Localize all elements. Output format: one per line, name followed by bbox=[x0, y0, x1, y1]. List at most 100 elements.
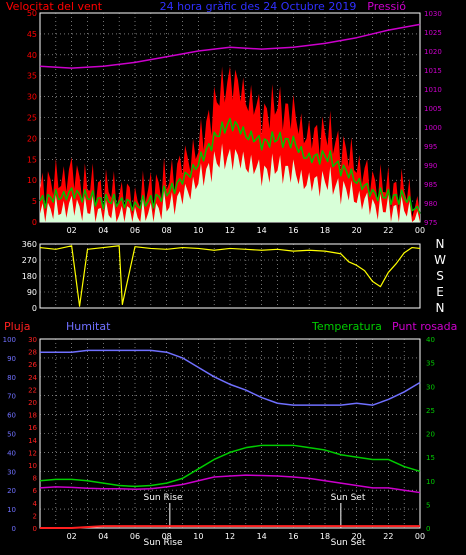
wind-x-tick-08: 08 bbox=[162, 226, 172, 235]
humidity-y-tick-60: 60 bbox=[7, 412, 16, 420]
rain-y-tick-24: 24 bbox=[28, 374, 37, 382]
temp-y-tick-20: 20 bbox=[426, 431, 435, 439]
rain-y-tick-30: 30 bbox=[28, 336, 37, 344]
compass-n-bottom: N bbox=[436, 301, 445, 315]
dir-y-tick-180: 180 bbox=[22, 272, 37, 281]
series-punt-rosada bbox=[39, 474, 421, 494]
temp-y-tick-30: 30 bbox=[426, 383, 435, 391]
humidity-y-tick-40: 40 bbox=[7, 449, 16, 457]
wind-y-tick-5: 5 bbox=[32, 197, 37, 206]
pressure-y-tick-1015: 1015 bbox=[424, 67, 442, 75]
pressure-y-tick-1020: 1020 bbox=[424, 48, 442, 56]
sun-rise-bottom-label: Sun Rise bbox=[144, 538, 183, 548]
wind-y-tick-30: 30 bbox=[27, 93, 37, 102]
wind-y-tick-25: 25 bbox=[27, 114, 37, 123]
rain-y-tick-10: 10 bbox=[28, 462, 37, 470]
compass-n-top: N bbox=[436, 237, 445, 251]
pressure-y-tick-980: 980 bbox=[424, 200, 437, 208]
wind-pressure-panel: 0510152025303540455097598098599099510001… bbox=[27, 9, 442, 235]
rain-y-tick-16: 16 bbox=[28, 424, 37, 432]
humidity-y-tick-70: 70 bbox=[7, 393, 16, 401]
sun-set-bottom-label: Sun Set bbox=[331, 538, 366, 548]
series-wind-average bbox=[39, 117, 421, 214]
thp-x-tick-12: 12 bbox=[225, 532, 235, 541]
series-wind-direction bbox=[39, 245, 421, 307]
thp-x-tick-14: 14 bbox=[257, 532, 267, 541]
temp-y-tick-25: 25 bbox=[426, 407, 435, 415]
series-pluja bbox=[40, 525, 420, 529]
rain-y-tick-18: 18 bbox=[28, 412, 37, 420]
wind-x-tick-12: 12 bbox=[225, 226, 235, 235]
dir-y-tick-270: 270 bbox=[22, 256, 37, 265]
temp-y-tick-10: 10 bbox=[426, 478, 435, 486]
compass-e: E bbox=[436, 285, 444, 299]
rain-y-tick-22: 22 bbox=[28, 386, 37, 394]
humidity-y-tick-10: 10 bbox=[7, 506, 16, 514]
temp-y-tick-0: 0 bbox=[426, 525, 430, 533]
humidity-y-tick-0: 0 bbox=[12, 525, 16, 533]
pressure-y-tick-1000: 1000 bbox=[424, 124, 442, 132]
humidity-label: Humitat bbox=[66, 320, 111, 333]
humidity-y-tick-20: 20 bbox=[7, 487, 16, 495]
wind-x-tick-10: 10 bbox=[193, 226, 203, 235]
pressure-y-tick-995: 995 bbox=[424, 143, 437, 151]
pressure-y-tick-1010: 1010 bbox=[424, 86, 442, 94]
wind-x-tick-14: 14 bbox=[257, 226, 267, 235]
humidity-y-tick-90: 90 bbox=[7, 355, 16, 363]
thp-x-tick-10: 10 bbox=[193, 532, 203, 541]
compass-s: S bbox=[436, 269, 444, 283]
pressure-y-tick-1025: 1025 bbox=[424, 29, 442, 37]
wind-y-tick-10: 10 bbox=[27, 176, 37, 185]
pressure-label: Pressió bbox=[367, 0, 406, 13]
sun-set-label: Sun Set bbox=[331, 493, 366, 503]
thp-x-tick-20: 20 bbox=[352, 532, 362, 541]
humidity-y-tick-100: 100 bbox=[3, 336, 16, 344]
dir-y-tick-360: 360 bbox=[22, 240, 37, 249]
wind-x-tick-16: 16 bbox=[288, 226, 298, 235]
temp-y-tick-40: 40 bbox=[426, 336, 435, 344]
temp-y-tick-15: 15 bbox=[426, 454, 435, 462]
compass-w: W bbox=[434, 253, 446, 267]
series-temperatura bbox=[39, 444, 421, 488]
temp-y-tick-5: 5 bbox=[426, 501, 430, 509]
dir-y-tick-0: 0 bbox=[32, 304, 37, 313]
wind-x-tick-22: 22 bbox=[383, 226, 393, 235]
thp-x-tick-18: 18 bbox=[320, 532, 330, 541]
dir-y-tick-90: 90 bbox=[27, 288, 37, 297]
wind-y-tick-45: 45 bbox=[27, 30, 37, 39]
sun-rise-label: Sun Rise bbox=[144, 493, 183, 503]
rain-label: Pluja bbox=[4, 320, 30, 333]
thp-x-tick-22: 22 bbox=[383, 532, 393, 541]
dew-point-label: Punt rosada bbox=[392, 320, 457, 333]
humidity-temperature-panel: 0102030405060708090100024681012141618202… bbox=[3, 336, 435, 541]
pressure-y-tick-1030: 1030 bbox=[424, 10, 442, 18]
pressure-y-tick-990: 990 bbox=[424, 162, 437, 170]
thp-x-tick-02: 02 bbox=[67, 532, 77, 541]
wind-y-tick-40: 40 bbox=[27, 51, 37, 60]
wind-y-tick-0: 0 bbox=[32, 218, 37, 227]
rain-y-tick-14: 14 bbox=[28, 437, 37, 445]
rain-y-tick-12: 12 bbox=[28, 449, 37, 457]
wind-y-tick-20: 20 bbox=[27, 134, 37, 143]
temperature-label: Temperatura bbox=[311, 320, 382, 333]
wind-y-tick-35: 35 bbox=[27, 72, 37, 81]
wind-x-tick-06: 06 bbox=[130, 226, 140, 235]
humidity-y-tick-50: 50 bbox=[7, 431, 16, 439]
rain-y-tick-26: 26 bbox=[28, 361, 37, 369]
chart-title: 24 hora gràfic des 24 Octubre 2019 bbox=[160, 0, 357, 13]
wind-x-tick-18: 18 bbox=[320, 226, 330, 235]
rain-y-tick-8: 8 bbox=[33, 475, 37, 483]
pressure-y-tick-975: 975 bbox=[424, 219, 437, 227]
thp-x-tick-04: 04 bbox=[98, 532, 108, 541]
humidity-y-tick-80: 80 bbox=[7, 374, 16, 382]
rain-y-tick-2: 2 bbox=[33, 512, 37, 520]
wind-y-tick-15: 15 bbox=[27, 155, 37, 164]
rain-y-tick-28: 28 bbox=[28, 349, 37, 357]
wind-x-tick-00: 00 bbox=[415, 226, 425, 235]
temp-y-tick-35: 35 bbox=[426, 360, 435, 368]
wind-direction-panel: 0 90 180 270 360 bbox=[22, 240, 421, 313]
wind-x-tick-04: 04 bbox=[98, 226, 108, 235]
rain-y-tick-4: 4 bbox=[33, 500, 38, 508]
series-wind-lull bbox=[40, 143, 420, 222]
